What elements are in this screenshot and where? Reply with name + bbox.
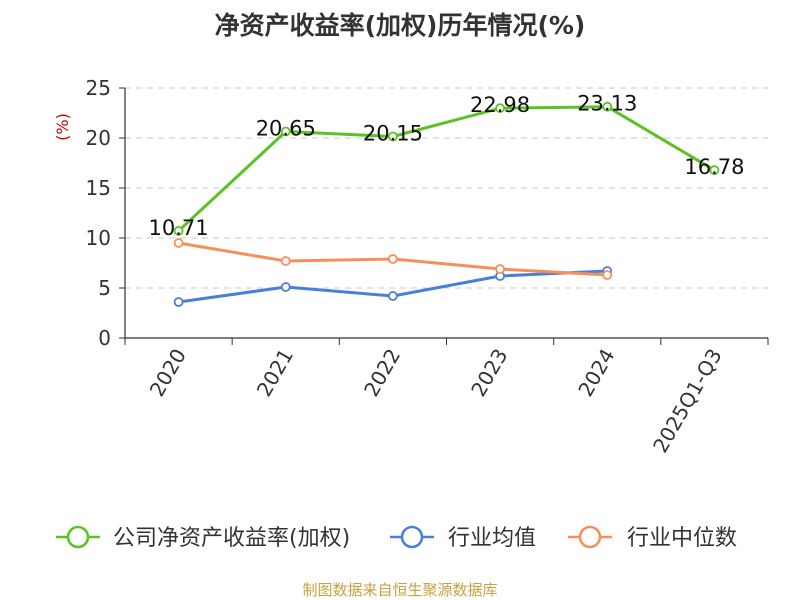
- data-point: [602, 101, 613, 112]
- x-tick-label: 2021: [252, 345, 298, 401]
- grid-lines: [125, 87, 768, 289]
- axes: 0 5 10 15 20 25 2020 2021 2022 2023 2024 2025Q1-Q3: [86, 76, 769, 457]
- series-line: [177, 105, 716, 232]
- x-tick-label: 2023: [466, 345, 512, 401]
- legend-swatch-marker: [578, 525, 602, 549]
- y-tick-label: 15: [86, 176, 111, 200]
- legend-swatch-marker: [400, 525, 424, 549]
- legend-label: 行业中位数: [627, 526, 737, 551]
- y-tick-label: 10: [86, 226, 111, 250]
- data-label: 20.65: [256, 117, 316, 141]
- legend-label: 公司净资产收益率(加权): [113, 526, 350, 551]
- x-tick-label: 2024: [573, 345, 619, 401]
- y-tick-label: 5: [98, 276, 111, 300]
- data-label: 23.13: [577, 92, 637, 116]
- data-point: [388, 291, 398, 301]
- data-point: [280, 256, 291, 266]
- data-label: 10.71: [149, 216, 209, 240]
- x-tick-label: 2020: [145, 345, 191, 401]
- source-note: 制图数据来自恒生聚源数据库: [302, 581, 497, 599]
- data-point: [602, 270, 613, 280]
- data-point: [388, 131, 398, 142]
- data-point: [388, 254, 398, 264]
- series-lines: [173, 101, 720, 307]
- data-point: [709, 165, 720, 176]
- data-labels: 10.71 20.65 20.15 22.98 23.13 16.78: [149, 92, 745, 240]
- y-tick-label: 25: [86, 76, 111, 100]
- data-point: [495, 264, 505, 274]
- data-point: [280, 126, 291, 137]
- y-tick-label: 20: [86, 126, 111, 150]
- data-label: 16.78: [684, 155, 744, 179]
- data-label: 20.15: [363, 122, 423, 146]
- legend-swatch-marker: [66, 525, 90, 549]
- data-point: [173, 225, 184, 236]
- x-tick-label: 2022: [359, 345, 405, 401]
- y-axis-unit-label: (%): [53, 113, 72, 141]
- y-tick-label: 0: [98, 326, 111, 350]
- data-point: [173, 297, 184, 307]
- data-point: [280, 282, 291, 292]
- chart-title: 净资产收益率(加权)历年情况(%): [215, 11, 586, 40]
- legend: 公司净资产收益率(加权) 行业均值 行业中位数: [56, 525, 737, 551]
- x-tick-label: 2025Q1-Q3: [648, 345, 727, 457]
- legend-label: 行业均值: [448, 526, 536, 551]
- data-point: [173, 238, 184, 248]
- data-point: [495, 103, 505, 114]
- data-label: 22.98: [470, 93, 530, 117]
